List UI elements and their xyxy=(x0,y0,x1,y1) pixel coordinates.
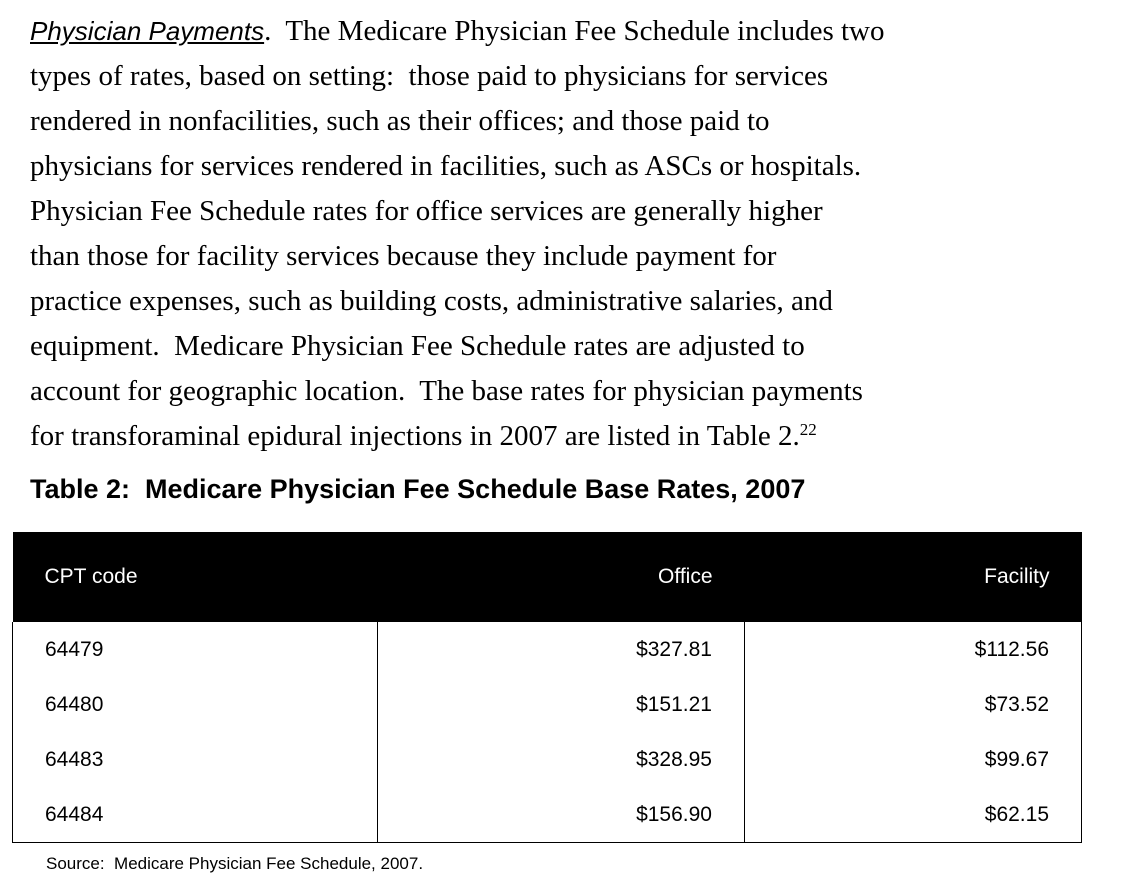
table-cell: $328.95 xyxy=(377,732,745,787)
table-cell: $156.90 xyxy=(377,787,745,843)
line-text: practice expenses, such as building cost… xyxy=(30,285,833,317)
text-line: practice expenses, such as building cost… xyxy=(30,284,833,318)
table-cell: $62.15 xyxy=(744,787,1082,843)
text-line: equipment. Medicare Physician Fee Schedu… xyxy=(30,329,805,363)
table-cell: 64483 xyxy=(12,732,378,787)
line-text: . The Medicare Physician Fee Schedule in… xyxy=(264,15,885,47)
table-row: 64483 $328.95 $99.67 xyxy=(12,732,1082,787)
text-line: for transforaminal epidural injections i… xyxy=(30,419,817,453)
line-text: physicians for services rendered in faci… xyxy=(30,150,862,182)
footnote-ref: 22 xyxy=(799,420,817,439)
column-header: CPT code xyxy=(12,532,378,622)
table-body: 64479 $327.81 $112.56 64480 $151.21 $73.52 644… xyxy=(12,622,1082,843)
paragraph-heading: Physician Payments xyxy=(30,16,265,46)
header-row: CPT code Office Facility xyxy=(12,532,1082,622)
line-text: equipment. Medicare Physician Fee Schedu… xyxy=(30,330,805,362)
text-line: physicians for services rendered in faci… xyxy=(30,149,861,183)
table-cell: $151.21 xyxy=(377,677,745,732)
text-line: types of rates, based on setting: those … xyxy=(30,59,828,93)
table-cell: 64480 xyxy=(12,677,378,732)
fee-table: CPT code Office Facility 64479 $327.81 $112.… xyxy=(12,532,1082,843)
table-cell: $73.52 xyxy=(744,677,1082,732)
table-title: Table 2: Medicare Physician Fee Schedule… xyxy=(30,474,806,504)
line-text: account for geographic location. The bas… xyxy=(30,375,863,407)
text-line: Physician Fee Schedule rates for office … xyxy=(30,194,823,228)
column-header: Office xyxy=(377,532,745,622)
line-text: for transforaminal epidural injections i… xyxy=(30,420,800,452)
table-row: 64479 $327.81 $112.56 xyxy=(12,622,1082,677)
table-row: 64480 $151.21 $73.52 xyxy=(12,677,1082,732)
table-cell: $99.67 xyxy=(744,732,1082,787)
line-text: types of rates, based on setting: those … xyxy=(30,60,829,92)
table-cell: $112.56 xyxy=(744,622,1082,677)
source-note: Source: Medicare Physician Fee Schedule,… xyxy=(46,854,424,873)
table-row: 64484 $156.90 $62.15 xyxy=(12,787,1082,843)
column-header: Facility xyxy=(744,532,1082,622)
line-text: rendered in nonfacilities, such as their… xyxy=(30,105,770,137)
table-cell: $327.81 xyxy=(377,622,745,677)
text-line: Physician Payments. The Medicare Physici… xyxy=(30,14,885,48)
line-text: than those for facility services because… xyxy=(30,240,777,272)
table-cell: 64484 xyxy=(12,787,378,843)
text-line: than those for facility services because… xyxy=(30,239,776,273)
line-text: Physician Fee Schedule rates for office … xyxy=(30,195,823,227)
table-cell: 64479 xyxy=(12,622,378,677)
text-line: account for geographic location. The bas… xyxy=(30,374,863,408)
text-line: rendered in nonfacilities, such as their… xyxy=(30,104,770,138)
